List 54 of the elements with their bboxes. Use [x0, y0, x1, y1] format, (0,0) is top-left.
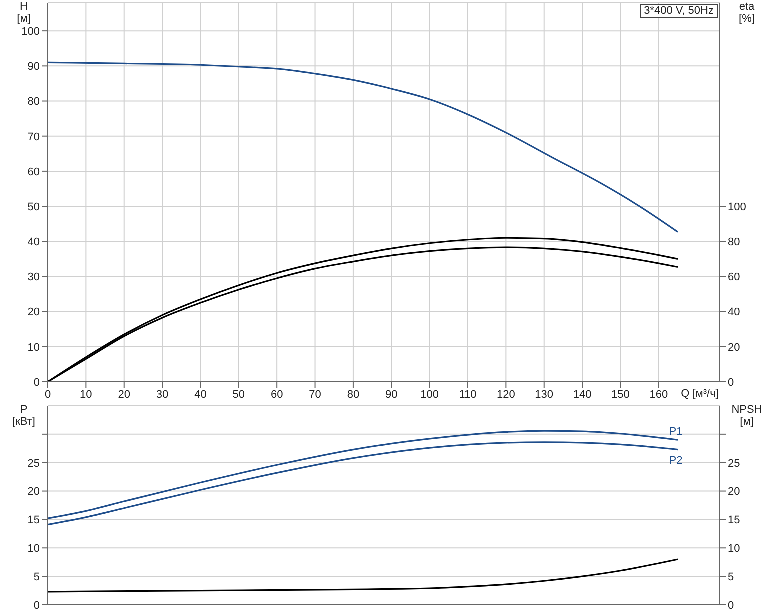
chart-title: 3*400 V, 50Hz	[640, 4, 718, 18]
x-tick-label: 70	[309, 388, 322, 401]
y2-tick-label: 15	[728, 514, 740, 527]
y-axis-title: H [м]	[17, 1, 31, 25]
x-tick-label: 50	[232, 388, 246, 401]
x-tick-label: 80	[347, 388, 360, 401]
y-axis-title: P [кВт]	[12, 404, 36, 428]
y-tick-label: 80	[28, 96, 40, 108]
y2-tick-label: 40	[728, 306, 740, 319]
y2-tick-label: 60	[728, 272, 740, 284]
y-tick-label: 20	[28, 306, 40, 319]
x-tick-label: 90	[386, 388, 398, 401]
y-tick-label: 40	[28, 236, 40, 249]
x-tick-label: 160	[650, 388, 668, 401]
y-tick-label: 5	[34, 571, 40, 584]
y-tick-label: 0	[34, 600, 40, 611]
series-label: P1	[669, 426, 683, 438]
series-label: P2	[669, 454, 683, 467]
x-tick-label: 0	[44, 388, 52, 401]
y2-tick-label: 0	[728, 600, 734, 611]
x-tick-label: 120	[497, 388, 516, 401]
y-tick-label: 10	[28, 342, 40, 354]
x-tick-label: 40	[194, 388, 207, 401]
x-tick-label: 110	[459, 388, 477, 401]
x-tick-label: 130	[535, 388, 554, 401]
y2-axis-title: eta [%]	[739, 1, 756, 25]
y-tick-label: 15	[28, 514, 40, 527]
y-tick-label: 10	[28, 543, 40, 556]
x-tick-label: 140	[573, 388, 592, 401]
y2-tick-label: 10	[728, 543, 740, 556]
x-tick-label: 30	[156, 388, 169, 401]
x-tick-label: 60	[270, 388, 284, 401]
x-tick-label: 150	[612, 388, 630, 401]
x-tick-label: 20	[118, 388, 130, 401]
y-tick-label: 25	[28, 458, 40, 470]
x-axis-title: Q [м³/ч]	[681, 388, 719, 400]
y2-tick-label: 20	[728, 342, 740, 354]
y-tick-label: 60	[28, 166, 40, 178]
y-tick-label: 90	[28, 61, 40, 74]
y2-tick-label: 100	[728, 201, 746, 214]
y-tick-label: 70	[28, 131, 40, 144]
y2-axis-title: NPSH [м]	[732, 404, 762, 428]
y-tick-label: 100	[22, 26, 40, 38]
y-tick-label: 20	[28, 486, 40, 498]
y2-tick-label: 80	[728, 236, 740, 249]
y-tick-label: 50	[28, 201, 40, 214]
y-tick-label: 30	[28, 272, 40, 284]
x-tick-label: 10	[80, 388, 92, 401]
y2-tick-label: 20	[728, 486, 740, 498]
y2-tick-label: 25	[728, 458, 740, 470]
x-tick-label: 100	[420, 388, 439, 401]
y2-tick-label: 0	[728, 376, 734, 389]
y2-tick-label: 5	[728, 571, 734, 584]
y-tick-label: 0	[34, 376, 40, 389]
